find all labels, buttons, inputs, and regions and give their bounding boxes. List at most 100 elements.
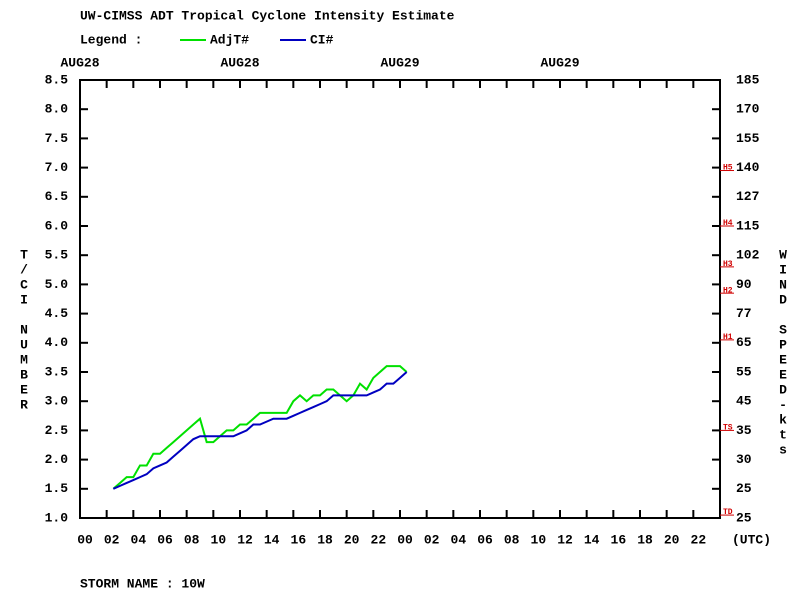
y-axis-label-letter: M [20, 352, 28, 367]
y-tick-label: 2.5 [45, 423, 69, 438]
y-axis-label-letter: E [20, 382, 28, 397]
y-axis-label-letter: U [20, 337, 28, 352]
y-tick-label: 8.5 [45, 72, 69, 87]
x-tick-label: 06 [157, 532, 173, 547]
date-label: AUG29 [380, 55, 419, 70]
x-tick-label: 22 [371, 532, 387, 547]
date-label: AUG29 [540, 55, 579, 70]
y-tick-label: 2.0 [45, 452, 69, 467]
y2-tick-label: 45 [736, 394, 752, 409]
y-tick-label: 5.5 [45, 248, 69, 263]
y-tick-label: 7.0 [45, 160, 69, 175]
x-tick-label: 14 [264, 532, 280, 547]
y-axis-label-letter: N [20, 322, 28, 337]
x-tick-label: 04 [131, 532, 147, 547]
y2-axis-label-letter: - [779, 397, 787, 412]
category-label: H2 [723, 286, 733, 295]
y2-tick-label: 170 [736, 102, 760, 117]
y2-tick-label: 115 [736, 218, 760, 233]
category-label: H3 [723, 260, 733, 269]
y2-tick-label: 25 [736, 481, 752, 496]
y2-axis-label-letter: k [779, 412, 787, 427]
y-tick-label: 6.0 [45, 218, 69, 233]
footer: STORM NAME : 10W [80, 576, 205, 591]
y-tick-label: 8.0 [45, 102, 69, 117]
y2-axis-label-letter: s [779, 442, 787, 457]
y2-axis-label-letter: S [779, 322, 787, 337]
x-tick-label: 10 [531, 532, 547, 547]
y2-tick-label: 140 [736, 160, 760, 175]
y2-tick-label: 127 [736, 189, 759, 204]
x-tick-label: 16 [291, 532, 307, 547]
y2-tick-label: 25 [736, 510, 752, 525]
x-tick-label: 00 [397, 532, 413, 547]
y2-tick-label: 155 [736, 131, 760, 146]
y2-axis-label-letter: D [779, 292, 787, 307]
x-tick-label: 04 [451, 532, 467, 547]
x-axis-label: (UTC) [732, 532, 771, 547]
y2-tick-label: 102 [736, 248, 760, 263]
category-label: H4 [723, 219, 733, 228]
x-tick-label: 18 [317, 532, 333, 547]
date-label: AUG28 [60, 55, 99, 70]
y2-axis-label-letter: E [779, 367, 787, 382]
legend-entry: AdjT# [210, 32, 249, 47]
y-axis-label-letter: / [20, 262, 28, 277]
y-tick-label: 1.0 [45, 510, 69, 525]
y-tick-label: 7.5 [45, 131, 69, 146]
y2-axis-label-letter: t [779, 427, 787, 442]
x-tick-label: 22 [691, 532, 707, 547]
series-line [112, 371, 408, 490]
y2-axis-label-letter: I [779, 262, 787, 277]
y2-axis-label-letter: E [779, 352, 787, 367]
plot-frame [79, 79, 721, 519]
y2-tick-label: 30 [736, 452, 752, 467]
x-tick-label: 06 [477, 532, 493, 547]
y-tick-label: 3.5 [45, 364, 69, 379]
category-label: TS [723, 424, 733, 433]
y-tick-label: 5.0 [45, 277, 69, 292]
x-tick-label: 20 [344, 532, 360, 547]
y-axis-label-letter: B [20, 367, 28, 382]
x-tick-label: 16 [611, 532, 627, 547]
x-tick-label: 20 [664, 532, 680, 547]
x-tick-label: 12 [557, 532, 573, 547]
y-tick-label: 6.5 [45, 189, 69, 204]
y-tick-label: 4.5 [45, 306, 69, 321]
x-tick-label: 14 [584, 532, 600, 547]
y2-axis-label-letter: N [779, 277, 787, 292]
y2-tick-label: 55 [736, 364, 752, 379]
x-tick-label: 08 [184, 532, 200, 547]
x-tick-label: 02 [104, 532, 120, 547]
series-line [112, 365, 408, 490]
x-tick-label: 08 [504, 532, 520, 547]
y2-tick-label: 185 [736, 72, 760, 87]
date-label: AUG28 [220, 55, 259, 70]
y-axis-label-letter: I [20, 292, 28, 307]
x-tick-label: 02 [424, 532, 440, 547]
y2-axis-label-letter: D [779, 382, 787, 397]
y-axis-label-letter: R [20, 397, 28, 412]
x-tick-label: 00 [77, 532, 93, 547]
y2-tick-label: 90 [736, 277, 752, 292]
chart-title: UW-CIMSS ADT Tropical Cyclone Intensity … [80, 8, 455, 23]
y2-axis-label-letter: W [779, 247, 787, 262]
y-axis-label-letter: C [20, 277, 28, 292]
y-tick-label: 3.0 [45, 394, 69, 409]
category-label: TD [723, 508, 733, 517]
x-tick-label: 18 [637, 532, 653, 547]
y2-axis-label-letter: P [779, 337, 787, 352]
legend-label: Legend : [80, 32, 142, 47]
y2-tick-label: 65 [736, 335, 752, 350]
x-tick-label: 12 [237, 532, 253, 547]
y-axis-label-letter: T [20, 247, 28, 262]
y2-tick-label: 35 [736, 423, 752, 438]
y2-tick-label: 77 [736, 306, 752, 321]
y-tick-label: 1.5 [45, 481, 69, 496]
x-tick-label: 10 [211, 532, 227, 547]
legend-entry: CI# [310, 32, 334, 47]
y-tick-label: 4.0 [45, 335, 69, 350]
